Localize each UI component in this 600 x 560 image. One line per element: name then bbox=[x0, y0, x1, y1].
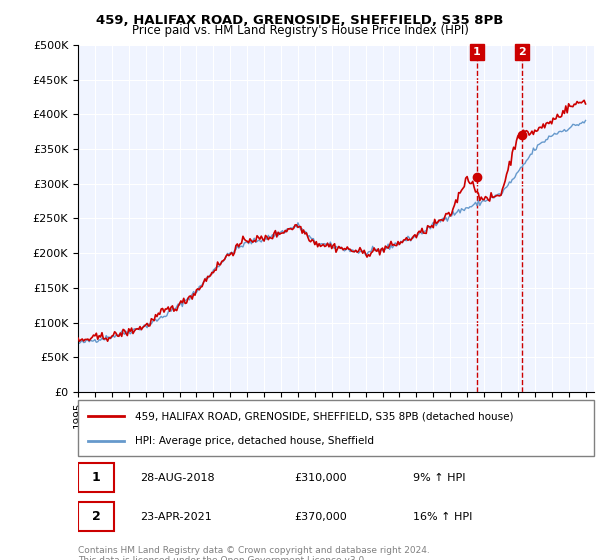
FancyBboxPatch shape bbox=[78, 463, 114, 492]
Text: 23-APR-2021: 23-APR-2021 bbox=[140, 512, 212, 522]
Text: 9% ↑ HPI: 9% ↑ HPI bbox=[413, 473, 466, 483]
Text: 28-AUG-2018: 28-AUG-2018 bbox=[140, 473, 215, 483]
Text: 2: 2 bbox=[518, 46, 526, 57]
Text: Price paid vs. HM Land Registry's House Price Index (HPI): Price paid vs. HM Land Registry's House … bbox=[131, 24, 469, 37]
Text: 16% ↑ HPI: 16% ↑ HPI bbox=[413, 512, 473, 522]
Text: 2: 2 bbox=[92, 510, 100, 524]
Text: £310,000: £310,000 bbox=[295, 473, 347, 483]
Text: 1: 1 bbox=[473, 46, 481, 57]
Text: 459, HALIFAX ROAD, GRENOSIDE, SHEFFIELD, S35 8PB (detached house): 459, HALIFAX ROAD, GRENOSIDE, SHEFFIELD,… bbox=[135, 411, 513, 421]
Text: HPI: Average price, detached house, Sheffield: HPI: Average price, detached house, Shef… bbox=[135, 436, 374, 446]
Text: 1: 1 bbox=[92, 471, 100, 484]
FancyBboxPatch shape bbox=[78, 400, 594, 456]
Text: £370,000: £370,000 bbox=[295, 512, 347, 522]
Text: Contains HM Land Registry data © Crown copyright and database right 2024.
This d: Contains HM Land Registry data © Crown c… bbox=[78, 546, 430, 560]
Text: 459, HALIFAX ROAD, GRENOSIDE, SHEFFIELD, S35 8PB: 459, HALIFAX ROAD, GRENOSIDE, SHEFFIELD,… bbox=[97, 14, 503, 27]
FancyBboxPatch shape bbox=[78, 502, 114, 531]
